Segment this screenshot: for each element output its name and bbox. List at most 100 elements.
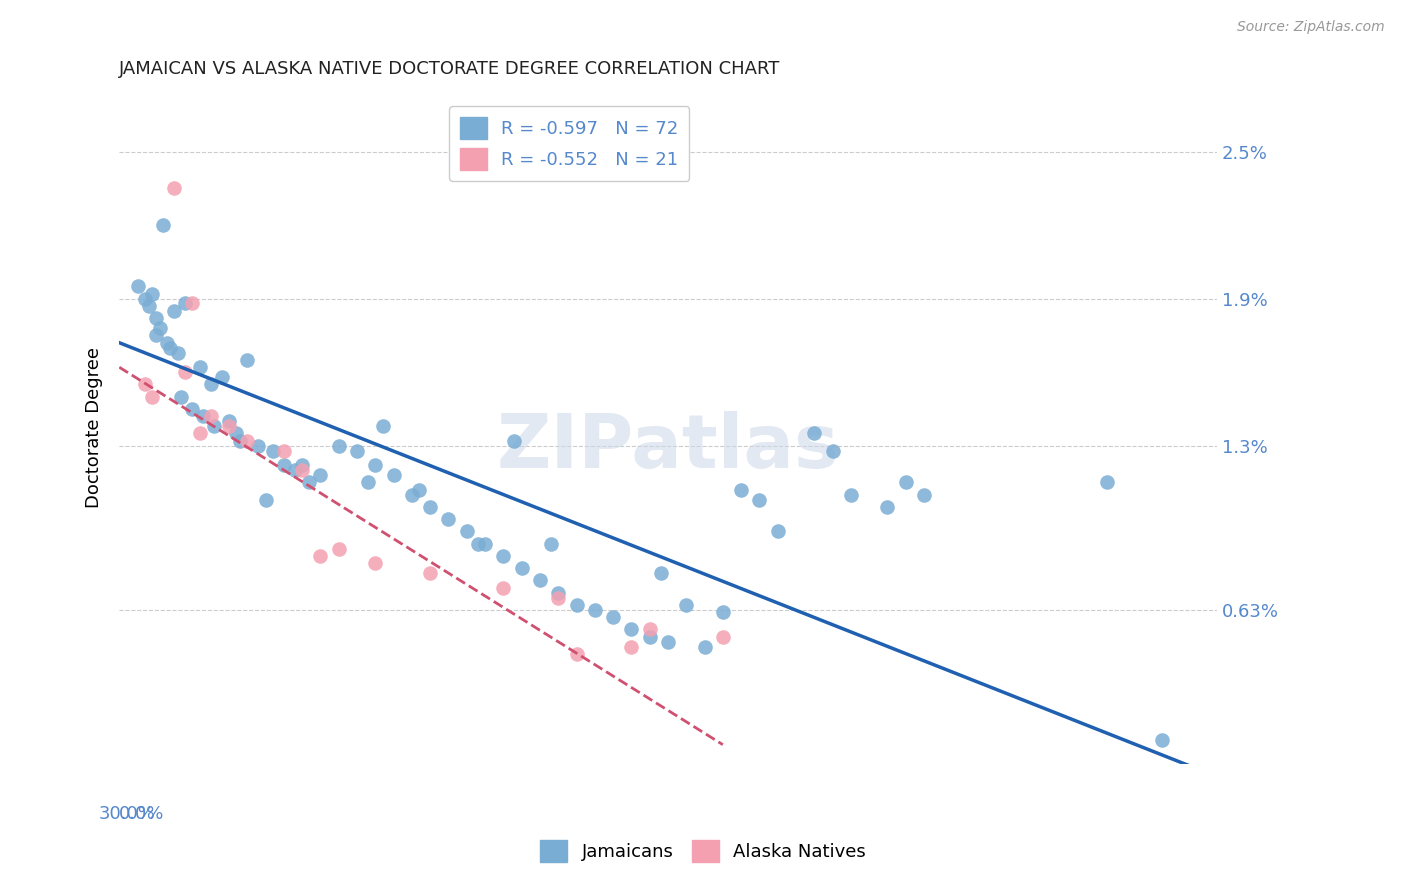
- Text: 0.0%: 0.0%: [120, 805, 165, 822]
- Point: [467, 537, 489, 551]
- Point: [328, 541, 350, 556]
- Legend: R = -0.597   N = 72, R = -0.552   N = 21: R = -0.597 N = 72, R = -0.552 N = 21: [449, 106, 689, 181]
- Point: [492, 581, 515, 595]
- Point: [200, 409, 222, 424]
- Point: [145, 311, 167, 326]
- Point: [492, 549, 515, 563]
- Point: [284, 463, 307, 477]
- Point: [236, 352, 259, 367]
- Point: [247, 439, 270, 453]
- Point: [419, 566, 441, 580]
- Point: [181, 401, 204, 416]
- Point: [583, 603, 606, 617]
- Point: [529, 574, 551, 588]
- Point: [711, 605, 734, 619]
- Point: [1150, 732, 1173, 747]
- Point: [328, 439, 350, 453]
- Point: [127, 279, 149, 293]
- Point: [419, 500, 441, 514]
- Point: [141, 286, 163, 301]
- Point: [218, 414, 240, 428]
- Point: [565, 647, 588, 661]
- Point: [821, 443, 844, 458]
- Point: [766, 524, 789, 539]
- Point: [134, 377, 156, 392]
- Point: [141, 390, 163, 404]
- Point: [876, 500, 898, 514]
- Point: [174, 296, 197, 310]
- Point: [657, 634, 679, 648]
- Point: [193, 409, 215, 424]
- Legend: Jamaicans, Alaska Natives: Jamaicans, Alaska Natives: [533, 833, 873, 870]
- Point: [371, 419, 394, 434]
- Point: [174, 365, 197, 379]
- Point: [166, 345, 188, 359]
- Point: [437, 512, 460, 526]
- Point: [912, 488, 935, 502]
- Point: [503, 434, 526, 448]
- Point: [298, 475, 321, 490]
- Point: [163, 303, 186, 318]
- Point: [547, 585, 569, 599]
- Point: [170, 390, 193, 404]
- Point: [711, 630, 734, 644]
- Text: ZIPatlas: ZIPatlas: [496, 411, 839, 484]
- Point: [188, 426, 211, 441]
- Point: [456, 524, 478, 539]
- Point: [163, 181, 186, 195]
- Point: [138, 299, 160, 313]
- Point: [638, 630, 661, 644]
- Y-axis label: Doctorate Degree: Doctorate Degree: [86, 347, 103, 508]
- Point: [364, 556, 387, 570]
- Point: [693, 640, 716, 654]
- Point: [236, 434, 259, 448]
- Point: [602, 610, 624, 624]
- Point: [474, 537, 496, 551]
- Point: [357, 475, 380, 490]
- Point: [620, 623, 643, 637]
- Point: [134, 292, 156, 306]
- Point: [650, 566, 672, 580]
- Point: [291, 463, 314, 477]
- Point: [382, 468, 405, 483]
- Point: [225, 426, 247, 441]
- Point: [200, 377, 222, 392]
- Text: Source: ZipAtlas.com: Source: ZipAtlas.com: [1237, 20, 1385, 34]
- Point: [254, 492, 277, 507]
- Point: [291, 458, 314, 473]
- Point: [273, 443, 295, 458]
- Point: [894, 475, 917, 490]
- Point: [408, 483, 430, 497]
- Point: [262, 443, 284, 458]
- Point: [730, 483, 752, 497]
- Point: [181, 296, 204, 310]
- Point: [148, 321, 170, 335]
- Point: [839, 488, 862, 502]
- Point: [540, 537, 562, 551]
- Point: [675, 598, 697, 612]
- Point: [565, 598, 588, 612]
- Point: [152, 218, 174, 232]
- Point: [229, 434, 252, 448]
- Point: [510, 561, 533, 575]
- Point: [1095, 475, 1118, 490]
- Point: [188, 360, 211, 375]
- Point: [145, 328, 167, 343]
- Point: [159, 341, 181, 355]
- Point: [346, 443, 368, 458]
- Point: [273, 458, 295, 473]
- Point: [748, 492, 770, 507]
- Point: [309, 468, 332, 483]
- Point: [202, 419, 225, 434]
- Point: [218, 419, 240, 434]
- Point: [547, 591, 569, 605]
- Point: [803, 426, 825, 441]
- Point: [401, 488, 423, 502]
- Point: [364, 458, 387, 473]
- Point: [156, 335, 179, 350]
- Point: [638, 623, 661, 637]
- Text: 30.0%: 30.0%: [98, 805, 156, 822]
- Point: [309, 549, 332, 563]
- Point: [211, 370, 233, 384]
- Point: [620, 640, 643, 654]
